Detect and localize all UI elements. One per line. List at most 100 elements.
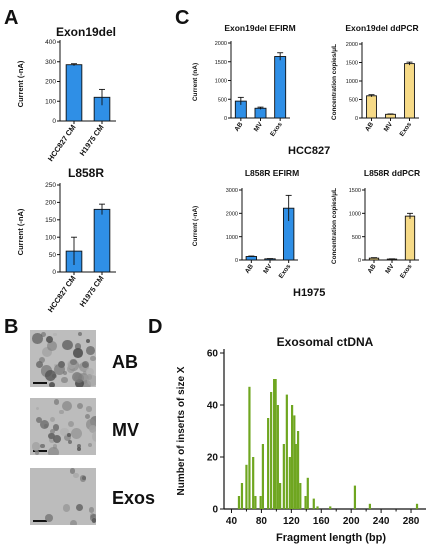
d-title: Exosomal ctDNA	[277, 335, 374, 349]
scale-bar	[33, 382, 47, 384]
micrograph-particle	[52, 444, 58, 449]
d-bar	[237, 496, 241, 509]
micrograph-particle	[74, 379, 84, 387]
c1-x-tick-label: MV	[253, 121, 265, 134]
c2-x-tick-label: AB	[364, 121, 375, 133]
micrograph-particle	[48, 446, 60, 455]
d-bar	[282, 444, 285, 509]
d-bar	[293, 415, 296, 509]
c2-y-tick-label: 1500	[346, 61, 358, 67]
micrograph-particle	[47, 340, 57, 351]
d-x-tick-label: 240	[373, 516, 390, 527]
d-bar	[299, 483, 302, 509]
d-bar	[290, 405, 294, 509]
a2-y-tick-label: 150	[45, 217, 56, 224]
c1-y-tick-label: 1500	[215, 60, 227, 66]
a2-y-tick-label: 200	[45, 200, 56, 207]
a1-x-tick-label: H1975 CM	[78, 123, 106, 158]
d-bar	[248, 386, 251, 509]
d-bar	[312, 498, 315, 509]
micrograph-particle	[82, 476, 87, 480]
c2-y-tick-label: 1000	[346, 79, 358, 85]
micrograph-particle	[73, 347, 83, 358]
c1-bar-mv	[254, 107, 267, 119]
d-x-tick-label: 200	[343, 516, 360, 527]
c3-y-tick-label: 0	[235, 258, 238, 264]
a2-y-tick-label: 250	[45, 182, 56, 189]
micrograph-particle	[69, 468, 76, 475]
d-bar	[267, 418, 270, 509]
d-y-tick-label: 60	[207, 349, 219, 360]
section-label-h1975: H1975	[293, 287, 325, 299]
c1-x-tick-label: Exos	[269, 121, 284, 138]
micrograph-particle	[62, 370, 68, 376]
c1-x-tick-label: AB	[233, 121, 244, 133]
c2-x-tick-label: MV	[383, 121, 395, 134]
c3-x-tick-label: MV	[262, 263, 274, 276]
a1-y-tick-label: 0	[52, 118, 56, 125]
c4-x-tick-label: Exos	[399, 263, 414, 280]
d-bar	[304, 496, 307, 509]
a1-y-tick-label: 100	[45, 98, 56, 105]
micrograph-particle	[53, 399, 59, 405]
d-y-tick-label: 0	[212, 505, 218, 516]
c2-bar-ab	[366, 95, 377, 119]
c2-y-axis-label: Concentration copies/μL	[331, 44, 338, 120]
micrograph-particle	[78, 332, 83, 337]
d-bar	[279, 483, 282, 509]
c3-y-tick-label: 1000	[226, 235, 238, 241]
micrograph-particle	[61, 376, 68, 384]
d-bar	[288, 457, 291, 509]
a2-x-tick-label: HCC827 CM	[46, 274, 78, 314]
micrograph-particle	[31, 442, 41, 452]
a1-x-tick-label: HCC827 CM	[46, 123, 78, 163]
a1-bar-hcc827-cm	[65, 64, 83, 122]
micrograph-particle	[41, 332, 46, 337]
micrograph-particle	[53, 435, 62, 444]
micrograph-particle	[67, 420, 75, 428]
d-bar	[294, 444, 297, 509]
micrograph-mv	[30, 398, 96, 455]
micrograph-particle	[85, 413, 91, 419]
c2-y-tick-label: 0	[355, 116, 358, 122]
micrograph-particle	[70, 358, 77, 366]
a1-y-tick-label: 400	[45, 39, 56, 46]
d-x-axis-label: Fragment length (bp)	[276, 532, 386, 544]
micrograph-particle	[86, 345, 95, 355]
micrograph-particle	[70, 427, 82, 439]
micrograph-particle	[76, 503, 84, 511]
micrograph-particle	[85, 338, 91, 344]
panel-letter-d: D	[148, 316, 162, 338]
d-x-tick-label: 160	[313, 516, 330, 527]
a2-y-tick-label: 0	[52, 269, 56, 276]
micrograph-ab	[30, 330, 96, 387]
panel-letter-a: A	[4, 7, 18, 29]
a2-y-axis-label: Current (-nA)	[16, 208, 25, 255]
c4-y-tick-label: 500	[352, 235, 361, 241]
d-bar	[245, 464, 248, 509]
d-bar	[252, 457, 255, 509]
micrograph-particle	[42, 347, 52, 358]
c4-x-tick-label: AB	[367, 263, 378, 275]
micrograph-exos	[30, 468, 96, 525]
d-bar	[274, 379, 277, 509]
micrograph-particle	[44, 369, 57, 382]
micrograph-particle	[83, 370, 87, 375]
micrograph-particle	[76, 402, 84, 410]
d-bar	[368, 503, 371, 509]
micrograph-particle	[52, 424, 60, 431]
c1-bar-exos	[274, 56, 287, 119]
micrograph-label-ab: AB	[112, 352, 138, 372]
c3-y-tick-label: 3000	[226, 188, 238, 194]
d-x-tick-label: 80	[256, 516, 268, 527]
c1-title: Exon19del EFIRM	[224, 23, 295, 33]
a1-title: Exon19del	[56, 25, 116, 39]
d-bar	[353, 485, 357, 509]
d-y-tick-label: 20	[207, 453, 219, 464]
c2-bar-mv	[385, 113, 396, 119]
c3-y-tick-label: 2000	[226, 212, 238, 218]
micrograph-particle	[59, 409, 64, 414]
a2-title: L858R	[68, 166, 104, 180]
panel-letter-b: B	[4, 316, 18, 338]
